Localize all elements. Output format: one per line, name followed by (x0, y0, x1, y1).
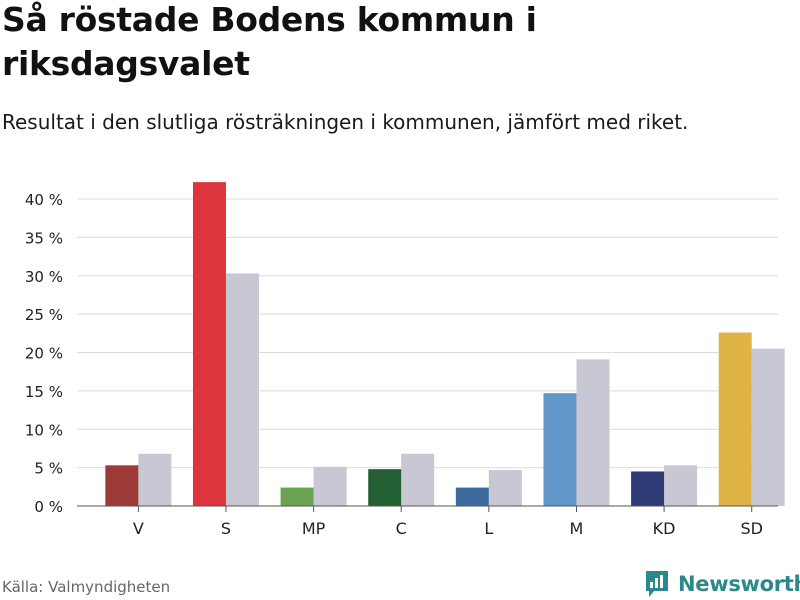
y-tick-label: 10 % (25, 421, 63, 439)
brand-logo[interactable]: Newsworthy (644, 568, 800, 600)
chart-subtitle: Resultat i den slutliga rösträkningen i … (2, 110, 689, 134)
x-tick-label: MP (302, 519, 326, 538)
brand-name: Newsworthy (678, 572, 800, 596)
bar-municipal-kd (631, 471, 665, 506)
x-tick-label: V (133, 519, 144, 538)
y-tick-label: 15 % (25, 383, 63, 401)
bar-municipal-c (368, 469, 402, 506)
y-tick-label: 5 % (34, 460, 63, 478)
bar-national-m (576, 359, 610, 506)
chart-title: Så röstade Bodens kommun i riksdagsvalet (2, 0, 537, 83)
x-tick-label: S (221, 519, 231, 538)
x-tick-label: SD (740, 519, 762, 538)
y-tick-label: 0 % (34, 498, 63, 516)
bar-national-sd (751, 348, 785, 506)
y-tick-label: 20 % (25, 345, 63, 363)
bar-chart: 0 % 5 % 10 % 15 % 20 % 25 % 30 % 35 % 40 % V S MP C L… (25, 182, 785, 538)
x-tick-label: KD (653, 519, 676, 538)
bar-national-v (138, 453, 172, 506)
y-tick-label: 40 % (25, 191, 63, 209)
y-tick-label: 35 % (25, 229, 63, 247)
bar-municipal-m (543, 393, 577, 506)
bar-municipal-l (455, 487, 489, 506)
x-tick-label: M (570, 519, 584, 538)
x-tick-label: L (484, 519, 493, 538)
x-tick-label: C (396, 519, 407, 538)
y-tick-label: 30 % (25, 268, 63, 286)
y-tick-label: 25 % (25, 306, 63, 324)
source-note: Källa: Valmyndigheten (2, 578, 171, 596)
bar-national-c (401, 453, 435, 506)
bar-chart-speech-bubble-icon (646, 571, 668, 597)
bar-municipal-s (192, 182, 226, 507)
bar-national-l (488, 469, 522, 506)
bar-municipal-mp (280, 487, 314, 506)
bar-national-s (225, 273, 259, 506)
bar-municipal-sd (718, 332, 752, 506)
bar-national-kd (664, 465, 698, 506)
bar-national-mp (313, 466, 347, 506)
bar-municipal-v (105, 465, 139, 506)
